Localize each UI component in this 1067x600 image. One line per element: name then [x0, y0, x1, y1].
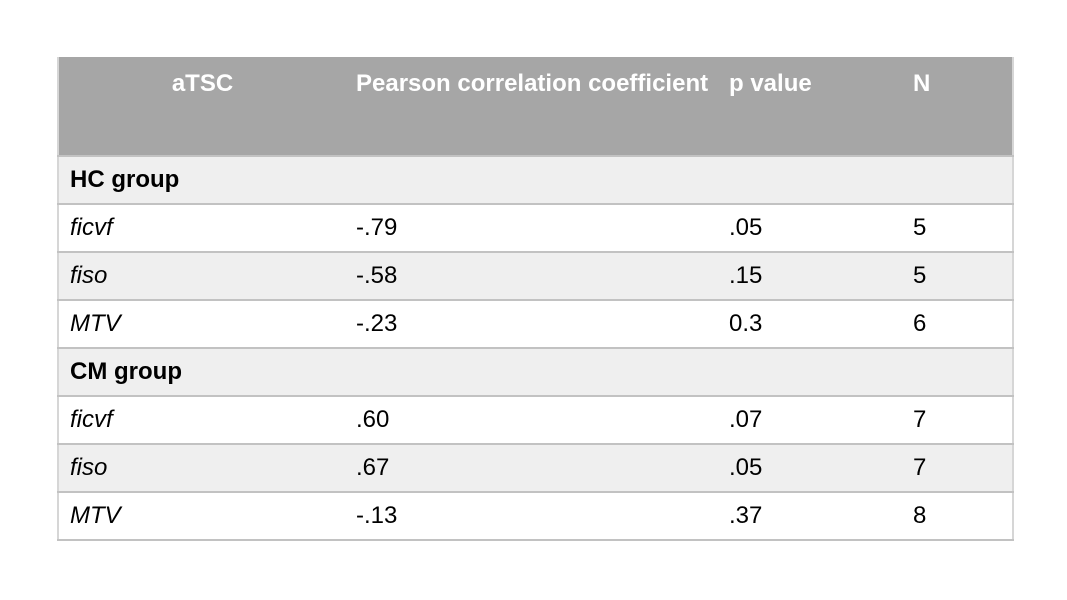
table-row-cm-ficvf: ficvf .60 .07 7 — [58, 396, 1013, 444]
cell-p-value: .05 — [719, 444, 901, 492]
table-row-hc-fiso: fiso -.58 .15 5 — [58, 252, 1013, 300]
group-label: CM group — [58, 348, 1013, 396]
cell-pearson-value: -.23 — [346, 300, 719, 348]
table-row-hc-mtv: MTV -.23 0.3 6 — [58, 300, 1013, 348]
cell-metric-label: MTV — [58, 300, 346, 348]
group-header-row-hc: HC group — [58, 156, 1013, 204]
group-header-row-cm: CM group — [58, 348, 1013, 396]
cell-p-value: .05 — [719, 204, 901, 252]
cell-pearson-value: -.79 — [346, 204, 719, 252]
cell-n-value: 6 — [901, 300, 1013, 348]
cell-n-value: 5 — [901, 204, 1013, 252]
header-row: aTSC Pearson correlation coefficient p v… — [58, 57, 1013, 156]
table-row-hc-ficvf: ficvf -.79 .05 5 — [58, 204, 1013, 252]
table-row-cm-fiso: fiso .67 .05 7 — [58, 444, 1013, 492]
cell-n-value: 7 — [901, 444, 1013, 492]
cell-metric-label: fiso — [58, 444, 346, 492]
cell-n-value: 7 — [901, 396, 1013, 444]
column-header-pearson: Pearson correlation coefficient — [346, 57, 719, 156]
table-row-cm-mtv: MTV -.13 .37 8 — [58, 492, 1013, 540]
group-label: HC group — [58, 156, 1013, 204]
cell-metric-label: ficvf — [58, 204, 346, 252]
cell-pearson-value: -.13 — [346, 492, 719, 540]
cell-n-value: 8 — [901, 492, 1013, 540]
column-header-atsc: aTSC — [58, 57, 346, 156]
cell-pearson-value: .67 — [346, 444, 719, 492]
cell-pearson-value: -.58 — [346, 252, 719, 300]
cell-pearson-value: .60 — [346, 396, 719, 444]
cell-n-value: 5 — [901, 252, 1013, 300]
correlation-table: aTSC Pearson correlation coefficient p v… — [57, 57, 1014, 541]
cell-p-value: 0.3 — [719, 300, 901, 348]
cell-metric-label: ficvf — [58, 396, 346, 444]
cell-metric-label: fiso — [58, 252, 346, 300]
cell-metric-label: MTV — [58, 492, 346, 540]
column-header-pvalue: p value — [719, 57, 901, 156]
column-header-n: N — [901, 57, 1013, 156]
cell-p-value: .15 — [719, 252, 901, 300]
cell-p-value: .07 — [719, 396, 901, 444]
cell-p-value: .37 — [719, 492, 901, 540]
